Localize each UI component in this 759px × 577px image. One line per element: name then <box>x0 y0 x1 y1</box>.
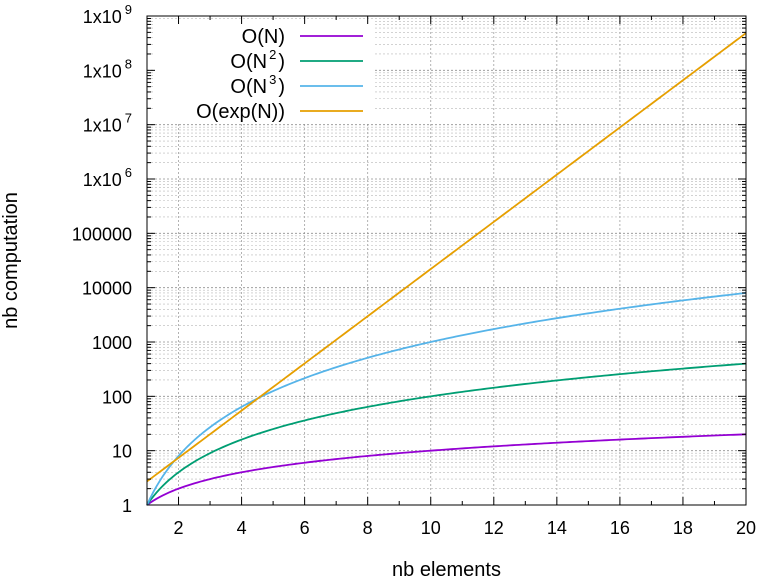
x-tick-label: 12 <box>484 518 504 538</box>
y-tick-label: 100000 <box>72 224 132 244</box>
series-line <box>146 292 747 506</box>
x-tick-label: 8 <box>363 518 373 538</box>
series-lines <box>146 32 747 506</box>
x-tick-label: 18 <box>673 518 693 538</box>
y-tick-label: 1x10 6 <box>83 165 132 190</box>
series-line <box>146 362 747 506</box>
legend-background <box>153 20 375 124</box>
x-tick-label: 10 <box>421 518 441 538</box>
y-tick-label: 1x10 7 <box>83 111 132 136</box>
tick-labels: 2 4 6 8 10 12 14 16 18 20 1 10 100 1000 10000 100000 1x1… <box>72 2 756 538</box>
y-tick-label: 1 <box>122 496 132 516</box>
x-tick-label: 20 <box>736 518 756 538</box>
y-tick-label: 1x10 8 <box>83 56 132 81</box>
x-tick-label: 16 <box>610 518 630 538</box>
y-tick-label: 10 <box>112 442 132 462</box>
legend: O(N)O(N 2)O(N 3) O(exp(N)) <box>153 20 375 124</box>
legend-label: O(exp(N)) <box>196 101 285 123</box>
legend-label: O(N 2) <box>230 47 285 73</box>
y-tick-label: 100 <box>102 387 132 407</box>
y-tick-label: 1x10 9 <box>83 2 132 27</box>
y-tick-label: 1000 <box>92 333 132 353</box>
x-axis-label: nb elements <box>392 559 501 577</box>
plot-border <box>146 15 747 506</box>
x-tick-label: 6 <box>300 518 310 538</box>
y-axis-label: nb computation <box>0 192 22 329</box>
legend-label: O(N) <box>242 26 285 48</box>
series-line <box>146 433 747 506</box>
y-tick-label: 10000 <box>82 279 132 299</box>
axis-ticks <box>146 15 747 506</box>
legend-label: O(N 3) <box>230 72 285 98</box>
x-tick-label: 2 <box>174 518 184 538</box>
series-line <box>146 32 747 483</box>
x-tick-label: 14 <box>547 518 567 538</box>
x-tick-label: 4 <box>237 518 247 538</box>
